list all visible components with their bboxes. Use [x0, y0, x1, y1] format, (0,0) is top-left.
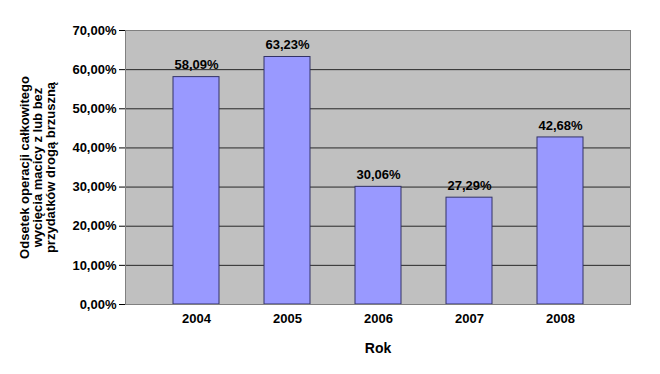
svg-text:30,06%: 30,06%	[356, 167, 401, 182]
svg-text:27,29%: 27,29%	[447, 178, 492, 193]
svg-text:2007: 2007	[455, 311, 484, 326]
svg-text:60,00%: 60,00%	[72, 62, 117, 77]
svg-text:40,00%: 40,00%	[72, 140, 117, 155]
svg-text:Rok: Rok	[365, 340, 392, 356]
svg-text:70,00%: 70,00%	[72, 23, 117, 38]
svg-text:10,00%: 10,00%	[72, 258, 117, 273]
svg-text:0,00%: 0,00%	[80, 297, 117, 312]
svg-text:30,00%: 30,00%	[72, 179, 117, 194]
svg-text:2005: 2005	[273, 311, 302, 326]
svg-text:2006: 2006	[364, 311, 393, 326]
svg-text:50,00%: 50,00%	[72, 101, 117, 116]
svg-text:58,09%: 58,09%	[174, 57, 219, 72]
svg-text:20,00%: 20,00%	[72, 218, 117, 233]
svg-text:42,68%: 42,68%	[538, 118, 583, 133]
svg-text:2004: 2004	[182, 311, 212, 326]
svg-text:Odsetek operacji całkowitegowy: Odsetek operacji całkowitegowycięcia mac…	[17, 76, 58, 259]
svg-text:63,23%: 63,23%	[265, 37, 310, 52]
svg-text:2008: 2008	[546, 311, 575, 326]
